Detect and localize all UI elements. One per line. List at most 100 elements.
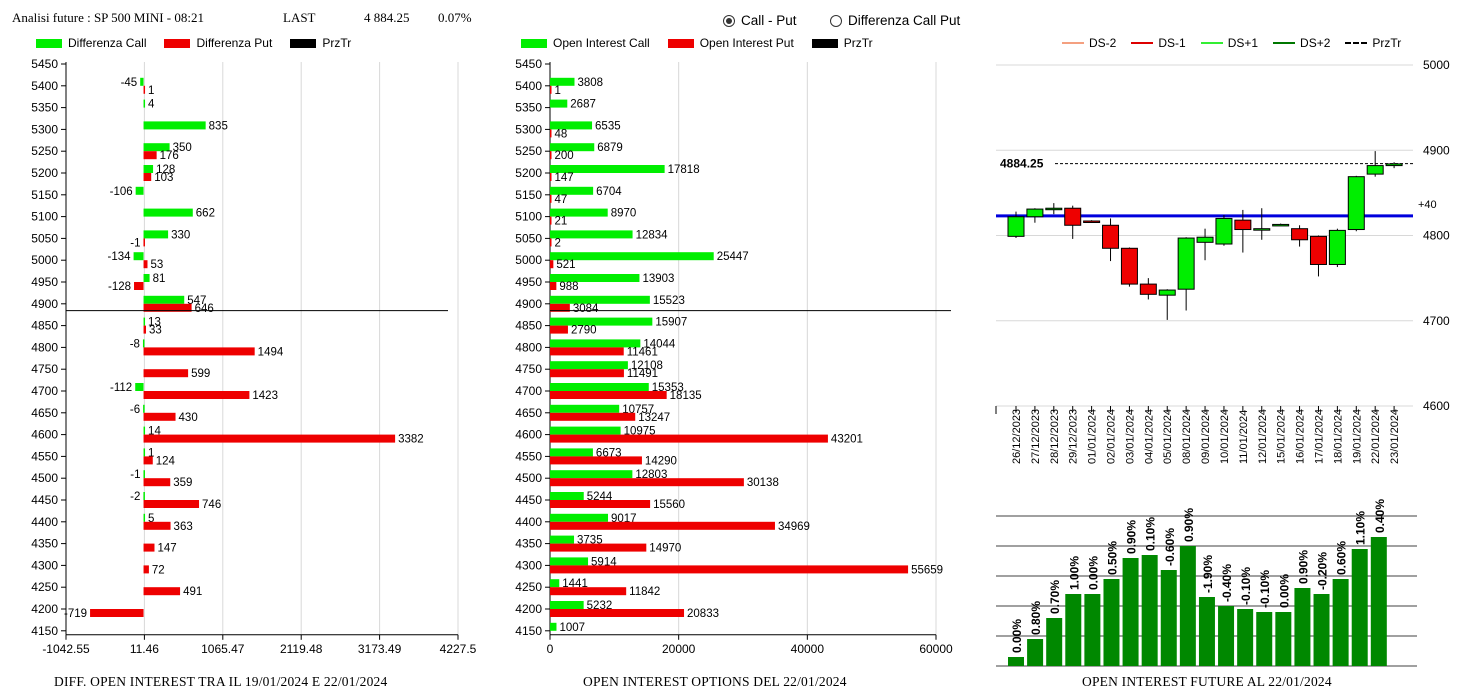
data-label: 15560 bbox=[653, 499, 685, 511]
radio-call-put[interactable]: Call - Put bbox=[723, 13, 797, 28]
legend-swatch-oi-put bbox=[667, 38, 694, 48]
call-bar bbox=[550, 361, 628, 370]
x-tick-label: 11/01/2024 bbox=[1238, 410, 1250, 464]
y-tick-label: 4550 bbox=[515, 449, 542, 463]
data-label: 11491 bbox=[627, 368, 658, 380]
future-oi-bar bbox=[1218, 606, 1235, 666]
put-bar bbox=[143, 456, 153, 465]
data-label: 1 bbox=[555, 85, 561, 97]
future-oi-bar bbox=[1084, 594, 1101, 666]
candle-body bbox=[1102, 224, 1120, 249]
data-label: 2790 bbox=[571, 325, 597, 337]
legend-line-ds+1 bbox=[1200, 42, 1223, 44]
y-tick-label: 4850 bbox=[515, 319, 542, 333]
y-tick-label: 4500 bbox=[31, 471, 58, 485]
y-tick-label: 5350 bbox=[515, 101, 542, 115]
bar-label: -0.10% bbox=[1239, 567, 1253, 605]
data-label: 15523 bbox=[653, 295, 685, 307]
legend-candles: DS-2 DS-1 DS+1 DS+2 PrzTr bbox=[1062, 36, 1401, 50]
future-oi-bar bbox=[1275, 612, 1292, 666]
x-tick-label: 02/01/2024 bbox=[1106, 409, 1118, 464]
bar-label: 1.10% bbox=[1354, 511, 1368, 545]
call-bar bbox=[550, 99, 568, 108]
call-bar bbox=[550, 535, 575, 544]
put-bar bbox=[550, 609, 685, 617]
candle-body bbox=[1064, 207, 1082, 226]
data-label: 33 bbox=[149, 325, 162, 337]
put-bar bbox=[550, 282, 557, 290]
x-tick-label: 27/12/2023 bbox=[1030, 409, 1042, 464]
last-value: 4 884.25 bbox=[364, 10, 410, 25]
data-label: 359 bbox=[173, 477, 192, 489]
future-oi-bar bbox=[1313, 594, 1330, 666]
data-label: 55659 bbox=[911, 564, 943, 576]
legend-diff-put: Differenza Put bbox=[196, 36, 273, 50]
future-oi-bar bbox=[1103, 579, 1120, 666]
x-tick-label: 20000 bbox=[662, 642, 696, 656]
y-tick-label: 4700 bbox=[1423, 314, 1450, 328]
candle-body bbox=[1309, 235, 1327, 265]
put-bar bbox=[143, 521, 171, 530]
y-tick-label: 4450 bbox=[31, 493, 58, 507]
put-bar bbox=[143, 478, 171, 487]
legend-ds-2: DS-2 bbox=[1089, 36, 1117, 50]
radio-selected-icon bbox=[723, 14, 735, 27]
data-label: 350 bbox=[173, 142, 192, 154]
open-interest-options-chart: 0 20000 40000 60000 5450 5400 5350 5300 5250 5200… bbox=[515, 57, 953, 656]
put-bar bbox=[143, 151, 157, 160]
data-label: 21 bbox=[555, 216, 568, 228]
x-tick-label: 23/01/2024 bbox=[1389, 409, 1401, 464]
put-bar bbox=[550, 325, 568, 334]
radio-diff-call-put[interactable]: Differenza Call Put bbox=[830, 13, 960, 28]
reference-label: +40 bbox=[1418, 199, 1437, 211]
candle-body bbox=[1083, 220, 1101, 224]
call-bar bbox=[143, 143, 170, 152]
legend-swatch-oi-przTr bbox=[811, 38, 838, 48]
y-tick-label: 4600 bbox=[515, 428, 542, 442]
y-tick-label: 4900 bbox=[31, 297, 58, 311]
y-tick-label: 5100 bbox=[515, 210, 542, 224]
y-tick-label: 4450 bbox=[515, 493, 542, 507]
legend-oi-call: Open Interest Call bbox=[553, 36, 650, 50]
y-tick-label: 5000 bbox=[31, 253, 58, 267]
y-tick-label: 5250 bbox=[31, 144, 58, 158]
data-label: 5 bbox=[148, 513, 154, 525]
y-tick-label: 4750 bbox=[31, 362, 58, 376]
y-tick-label: 4600 bbox=[31, 428, 58, 442]
x-tick-label: 60000 bbox=[919, 642, 953, 656]
y-tick-label: 5400 bbox=[515, 79, 542, 93]
candle-body bbox=[1347, 176, 1365, 231]
y-tick-label: 4700 bbox=[31, 384, 58, 398]
future-oi-bar bbox=[1256, 612, 1273, 666]
data-label: -2 bbox=[130, 491, 140, 503]
call-bar bbox=[143, 492, 145, 500]
future-oi-bar bbox=[1351, 549, 1368, 666]
candle-body bbox=[1139, 283, 1157, 295]
bar-label: 0.90% bbox=[1182, 508, 1196, 542]
footer-diff: DIFF. OPEN INTEREST TRA IL 19/01/2024 E … bbox=[54, 674, 388, 689]
call-bar bbox=[550, 252, 714, 261]
put-bar bbox=[143, 543, 155, 552]
data-label: 491 bbox=[183, 586, 202, 598]
call-bar bbox=[550, 295, 650, 304]
put-bar bbox=[550, 587, 627, 596]
data-label: 13 bbox=[148, 317, 161, 329]
bar-label: 0.00% bbox=[1086, 556, 1100, 590]
y-tick-label: 5150 bbox=[515, 188, 542, 202]
y-tick-label: 4800 bbox=[1423, 229, 1450, 243]
call-bar bbox=[143, 317, 146, 326]
data-label: 835 bbox=[209, 120, 228, 132]
call-bar bbox=[550, 492, 584, 500]
call-bar bbox=[550, 448, 593, 457]
future-oi-bar bbox=[1179, 546, 1196, 666]
candle-body bbox=[1120, 247, 1138, 285]
y-tick-label: 4400 bbox=[31, 515, 58, 529]
future-oi-bar bbox=[1237, 609, 1254, 666]
bar-label: 0.90% bbox=[1125, 520, 1139, 554]
y-tick-label: 4650 bbox=[31, 406, 58, 420]
data-label: 6535 bbox=[595, 120, 621, 132]
data-label: 1 bbox=[148, 447, 154, 459]
y-tick-label: 5450 bbox=[31, 57, 58, 71]
candlestick-chart: 5000 4900 4800 4700 4600 26/12/2023 27/12/2023… bbox=[995, 58, 1450, 464]
y-tick-label: 5300 bbox=[31, 122, 58, 136]
